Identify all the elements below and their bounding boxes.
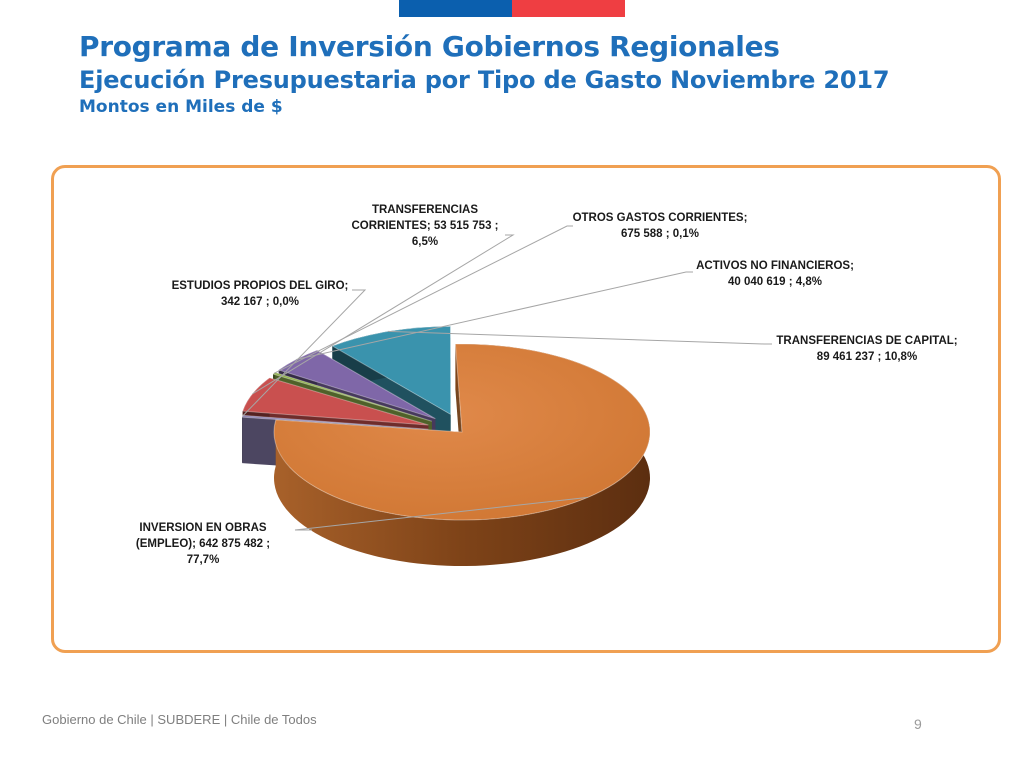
slice-transferencias-corrientes-label: TRANSFERENCIAS CORRIENTES; 53 515 753 ; … [351, 204, 499, 248]
slice-inversion-obras-leader-line [294, 496, 588, 531]
chart-frame [51, 165, 1001, 653]
slice-estudios-propios-label: ESTUDIOS PROPIOS DEL GIRO; 342 167 ; 0,0… [171, 280, 349, 308]
slice-otros-gastos-label: OTROS GASTOS CORRIENTES; 675 588 ; 0,1% [572, 212, 748, 240]
page-number: 9 [914, 716, 922, 732]
slice-activos-no-financieros-label: ACTIVOS NO FINANCIEROS; 40 040 619 ; 4,8… [696, 260, 854, 288]
slice-transferencias-capital-label: TRANSFERENCIAS DE CAPITAL; 89 461 237 ; … [776, 335, 958, 363]
slice-estudios-propios-leader-line [242, 289, 367, 417]
page-title: Programa de Inversión Gobiernos Regional… [79, 30, 780, 63]
flag-stripe-blue [399, 0, 512, 17]
units-label: Montos en Miles de $ [79, 97, 283, 117]
slice-otros-gastos-leader-line [273, 225, 573, 374]
flag-stripe-red [512, 0, 625, 17]
slice-inversion-obras-label: INVERSION EN OBRAS (EMPLEO); 642 875 482… [135, 522, 271, 566]
slice-transferencias-capital-leader-line [387, 330, 772, 345]
footer-text: Gobierno de Chile | SUBDERE | Chile de T… [42, 712, 317, 727]
slice-inversion-obras [273, 343, 651, 566]
page-subtitle: Ejecución Presupuestaria por Tipo de Gas… [79, 66, 890, 94]
slice-activos-no-financieros-leader-line [296, 271, 693, 360]
